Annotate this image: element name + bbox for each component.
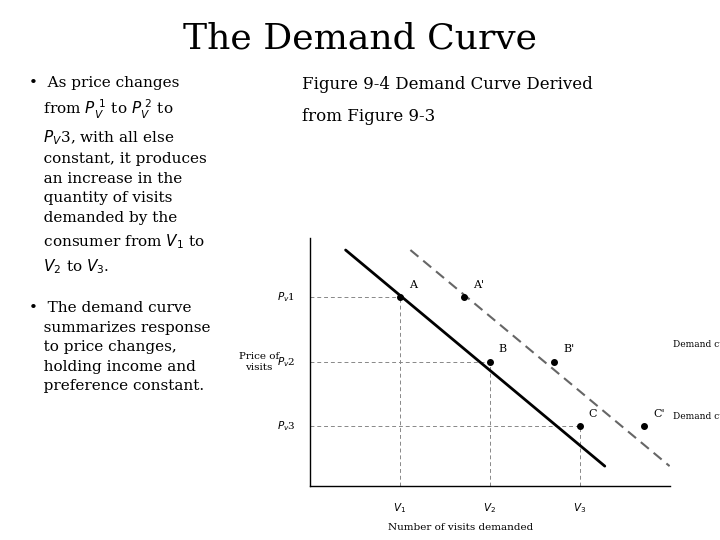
Text: •  As price changes
   from $P_V^{\ 1}$ to $P_V^{\ 2}$ to
   $P_V$3, with all el: • As price changes from $P_V^{\ 1}$ to $… [29,76,210,393]
Text: $V_2$: $V_2$ [483,501,496,515]
Text: B: B [498,345,507,354]
Text: $P_v$1: $P_v$1 [277,291,295,304]
Text: $V_1$: $V_1$ [393,501,406,515]
Text: A': A' [474,280,485,290]
Text: $P_v$3: $P_v$3 [276,420,295,433]
Text: Price of
visits: Price of visits [239,352,279,372]
Text: from Figure 9-3: from Figure 9-3 [302,108,436,125]
Text: Figure 9-4 Demand Curve Derived: Figure 9-4 Demand Curve Derived [302,76,593,92]
Text: C: C [588,409,597,419]
Text: Demand curve (initial income): Demand curve (initial income) [673,412,720,421]
Text: A: A [409,280,417,290]
Text: C': C' [653,409,665,419]
Text: $V_3$: $V_3$ [573,501,586,515]
Text: $P_v$2: $P_v$2 [276,355,295,369]
Text: B': B' [563,345,575,354]
Text: Demand curve (increased income): Demand curve (increased income) [673,340,720,349]
Text: Number of visits demanded: Number of visits demanded [388,523,534,532]
Text: The Demand Curve: The Demand Curve [183,22,537,56]
